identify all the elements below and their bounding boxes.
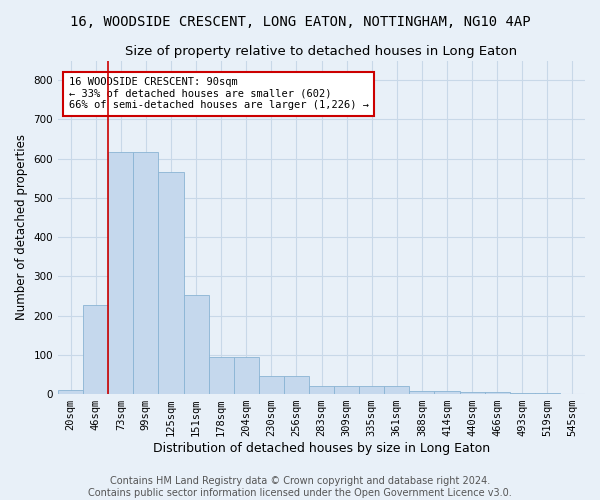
Text: 16, WOODSIDE CRESCENT, LONG EATON, NOTTINGHAM, NG10 4AP: 16, WOODSIDE CRESCENT, LONG EATON, NOTTI… [70,15,530,29]
Bar [359,386,384,394]
Bar [434,391,460,394]
Title: Size of property relative to detached houses in Long Eaton: Size of property relative to detached ho… [125,45,518,58]
X-axis label: Distribution of detached houses by size in Long Eaton: Distribution of detached houses by size … [153,442,490,455]
Bar [83,304,108,394]
Y-axis label: Number of detached properties: Number of detached properties [15,134,28,320]
Bar [158,172,184,394]
Text: 16 WOODSIDE CRESCENT: 90sqm
← 33% of detached houses are smaller (602)
66% of se: 16 WOODSIDE CRESCENT: 90sqm ← 33% of det… [68,77,368,110]
Bar [259,376,284,394]
Bar [284,376,309,394]
Bar [184,295,209,394]
Bar [108,152,133,394]
Bar [460,392,485,394]
Bar [309,386,334,394]
Bar [58,390,83,394]
Bar [233,357,259,394]
Text: Contains HM Land Registry data © Crown copyright and database right 2024.
Contai: Contains HM Land Registry data © Crown c… [88,476,512,498]
Bar [334,386,359,394]
Bar [409,391,434,394]
Bar [384,386,409,394]
Bar [485,392,510,394]
Bar [209,357,233,394]
Bar [133,152,158,394]
